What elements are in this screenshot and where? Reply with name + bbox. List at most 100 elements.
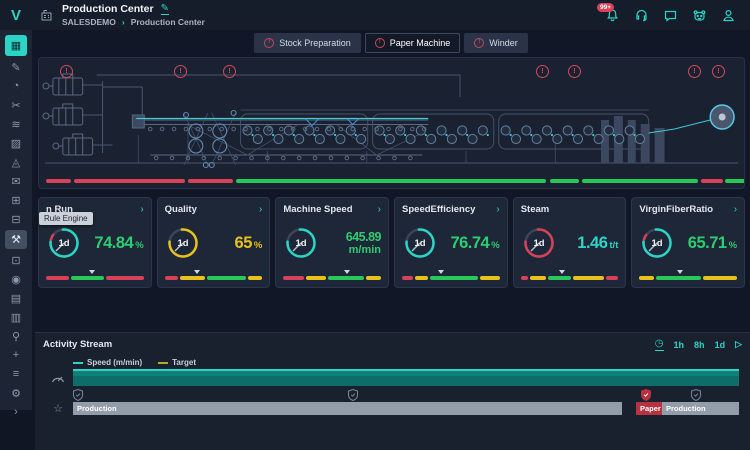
sidebar-item-settings-icon[interactable]: ⚙: [11, 387, 21, 400]
event-shield-icon[interactable]: [691, 388, 701, 406]
diagram-alarm-icon[interactable]: !: [223, 65, 236, 78]
sidebar-item-editor-icon[interactable]: ✎: [11, 61, 21, 74]
support-headset-icon[interactable]: [634, 8, 649, 23]
legend-swatch: [73, 361, 83, 364]
sidebar-item-clipping-tools-icon[interactable]: ✂: [11, 99, 21, 112]
diagram-status-segment: [188, 179, 233, 183]
event-shield-icon[interactable]: [348, 388, 358, 406]
tab-paper-machine[interactable]: ! Paper Machine: [364, 33, 461, 53]
app-logo[interactable]: V: [10, 6, 21, 24]
sidebar-item-gallery-icon[interactable]: ▨: [10, 137, 22, 150]
kpi-card-speedefficiency[interactable]: SpeedEfficiency › 1d 76.74%: [394, 197, 508, 288]
range-segment: [415, 276, 428, 280]
kpi-chevron-icon[interactable]: ›: [140, 204, 144, 215]
diagram-alarm-icon[interactable]: !: [536, 65, 549, 78]
range-segment: [529, 276, 546, 280]
kpi-unit: t/t: [609, 239, 619, 251]
sidebar-item-calendar-icon[interactable]: ⊞: [11, 194, 21, 207]
favorite-star-icon[interactable]: ☆: [53, 403, 63, 415]
kpi-cards-row: Rule Engine n Run › 1d 74.84% Quality › 1d 65% M…: [38, 197, 746, 288]
sidebar-item-recordings-icon[interactable]: ◉: [11, 273, 21, 286]
sidebar-item-add-icon[interactable]: +: [12, 349, 20, 361]
diagram-status-segment: [236, 179, 546, 183]
sidebar-item-dashboard-icon[interactable]: ▦: [5, 35, 27, 56]
kpi-card-virginfiberratio[interactable]: VirginFiberRatio › 1d 65.71%: [631, 197, 746, 288]
sidebar-item-list-icon[interactable]: ≡: [12, 368, 20, 380]
diagram-alarm-icon[interactable]: !: [568, 65, 581, 78]
legend-label: Target: [172, 358, 196, 367]
kpi-period-badge: 1d: [652, 238, 663, 249]
speed-chart[interactable]: [73, 369, 739, 386]
clock-range-icon[interactable]: ◷: [654, 338, 664, 351]
sidebar-item-history-icon[interactable]: ◔: [12, 80, 20, 92]
diagram-status-segment: [550, 179, 579, 183]
range-button-1d[interactable]: 1d: [714, 339, 726, 350]
diagram-alarm-icon[interactable]: !: [688, 65, 701, 78]
range-button-1h[interactable]: 1h: [673, 339, 685, 350]
kpi-unit: %: [728, 239, 738, 251]
kpi-unit: %: [253, 239, 263, 251]
kpi-chevron-icon[interactable]: ›: [259, 204, 263, 215]
kpi-gauge: 1d: [46, 225, 82, 261]
kpi-card-quality[interactable]: Quality › 1d 65%: [156, 197, 271, 288]
diagram-alarm-icon[interactable]: !: [174, 65, 187, 78]
kpi-value: 65: [234, 233, 253, 252]
sidebar-item-connections-icon[interactable]: ⊟: [11, 213, 21, 226]
legend-label: Speed (m/min): [87, 358, 143, 367]
diagram-status-segment: [725, 179, 744, 183]
value-marker-icon: [88, 270, 95, 274]
sidebar-item-messages-icon[interactable]: ✉: [11, 175, 21, 188]
kpi-card-n-run[interactable]: n Run › 1d 74.84%: [38, 197, 152, 288]
kpi-card-machine-speed[interactable]: Machine Speed › 1d 645.89 m/min: [275, 197, 390, 288]
range-button-8h[interactable]: 8h: [694, 339, 705, 350]
production-band[interactable]: Production Paper Production: [73, 402, 739, 415]
event-markers-row: [73, 388, 742, 402]
range-segment: [573, 276, 604, 280]
notifications-bell-icon[interactable]: 99+: [597, 2, 620, 23]
kpi-range-bar: [402, 270, 500, 280]
tab-alarm-icon: !: [264, 38, 275, 48]
user-profile-icon[interactable]: [721, 8, 736, 23]
range-segment: [366, 276, 382, 280]
stock-tanks: [42, 73, 94, 156]
kpi-card-steam[interactable]: Steam 1d 1.46 t/t: [512, 197, 627, 288]
sidebar-item-displays-icon[interactable]: ⊡: [11, 254, 21, 267]
diagram-alarm-icon[interactable]: !: [712, 65, 725, 78]
tab-winder[interactable]: ! Winder: [464, 33, 528, 53]
kpi-title: Quality: [164, 204, 197, 215]
sidebar-item-search-icon[interactable]: ⚲: [11, 330, 21, 343]
paper-machine-schematic: [42, 73, 739, 169]
title-block: Production Center ✎ SALESDEMO › Producti…: [62, 3, 205, 27]
sidebar-item-notifications-icon[interactable]: ◬: [11, 156, 21, 169]
kpi-range-bar: [164, 270, 263, 280]
tab-stock-preparation[interactable]: ! Stock Preparation: [254, 33, 361, 53]
assistant-bot-icon[interactable]: [692, 8, 707, 23]
alarm-shield-icon[interactable]: [641, 388, 651, 406]
chart-legend: Speed (m/min) Target: [73, 358, 742, 367]
band-gap[interactable]: [622, 402, 636, 415]
machine-diagram-panel[interactable]: !!!!!!!: [38, 57, 745, 189]
sidebar-item-expand-icon[interactable]: ›: [14, 406, 18, 418]
chat-icon[interactable]: [663, 8, 678, 23]
breadcrumb-root[interactable]: SALESDEMO: [62, 17, 116, 27]
play-icon[interactable]: ▷: [735, 339, 742, 349]
sidebar-item-media-2-icon[interactable]: ▥: [10, 311, 22, 324]
kpi-chevron-icon[interactable]: ›: [496, 204, 500, 215]
kpi-gauge: 1d: [639, 225, 675, 261]
range-segment: [247, 276, 263, 280]
rule-engine-tooltip: Rule Engine: [39, 212, 93, 225]
kpi-gauge: 1d: [521, 225, 557, 261]
kpi-value: 1.46: [577, 233, 608, 252]
diagram-status-segment: [582, 179, 698, 183]
kpi-unit: %: [491, 239, 500, 251]
kpi-chevron-icon[interactable]: ›: [733, 204, 738, 215]
kpi-value: 74.84: [94, 233, 134, 252]
kpi-chevron-icon[interactable]: ›: [377, 204, 382, 215]
sidebar-item-trends-icon[interactable]: ≋: [11, 118, 21, 131]
top-bar: V Production Center ✎ SALESDEMO › Produc…: [0, 0, 750, 30]
sidebar-item-rule-engine-icon[interactable]: ⚒: [5, 230, 27, 249]
diagram-alarm-icon[interactable]: !: [60, 65, 73, 78]
sidebar-item-media-1-icon[interactable]: ▤: [10, 292, 22, 305]
event-shield-icon[interactable]: [73, 388, 83, 406]
edit-title-icon[interactable]: ✎: [160, 3, 169, 15]
